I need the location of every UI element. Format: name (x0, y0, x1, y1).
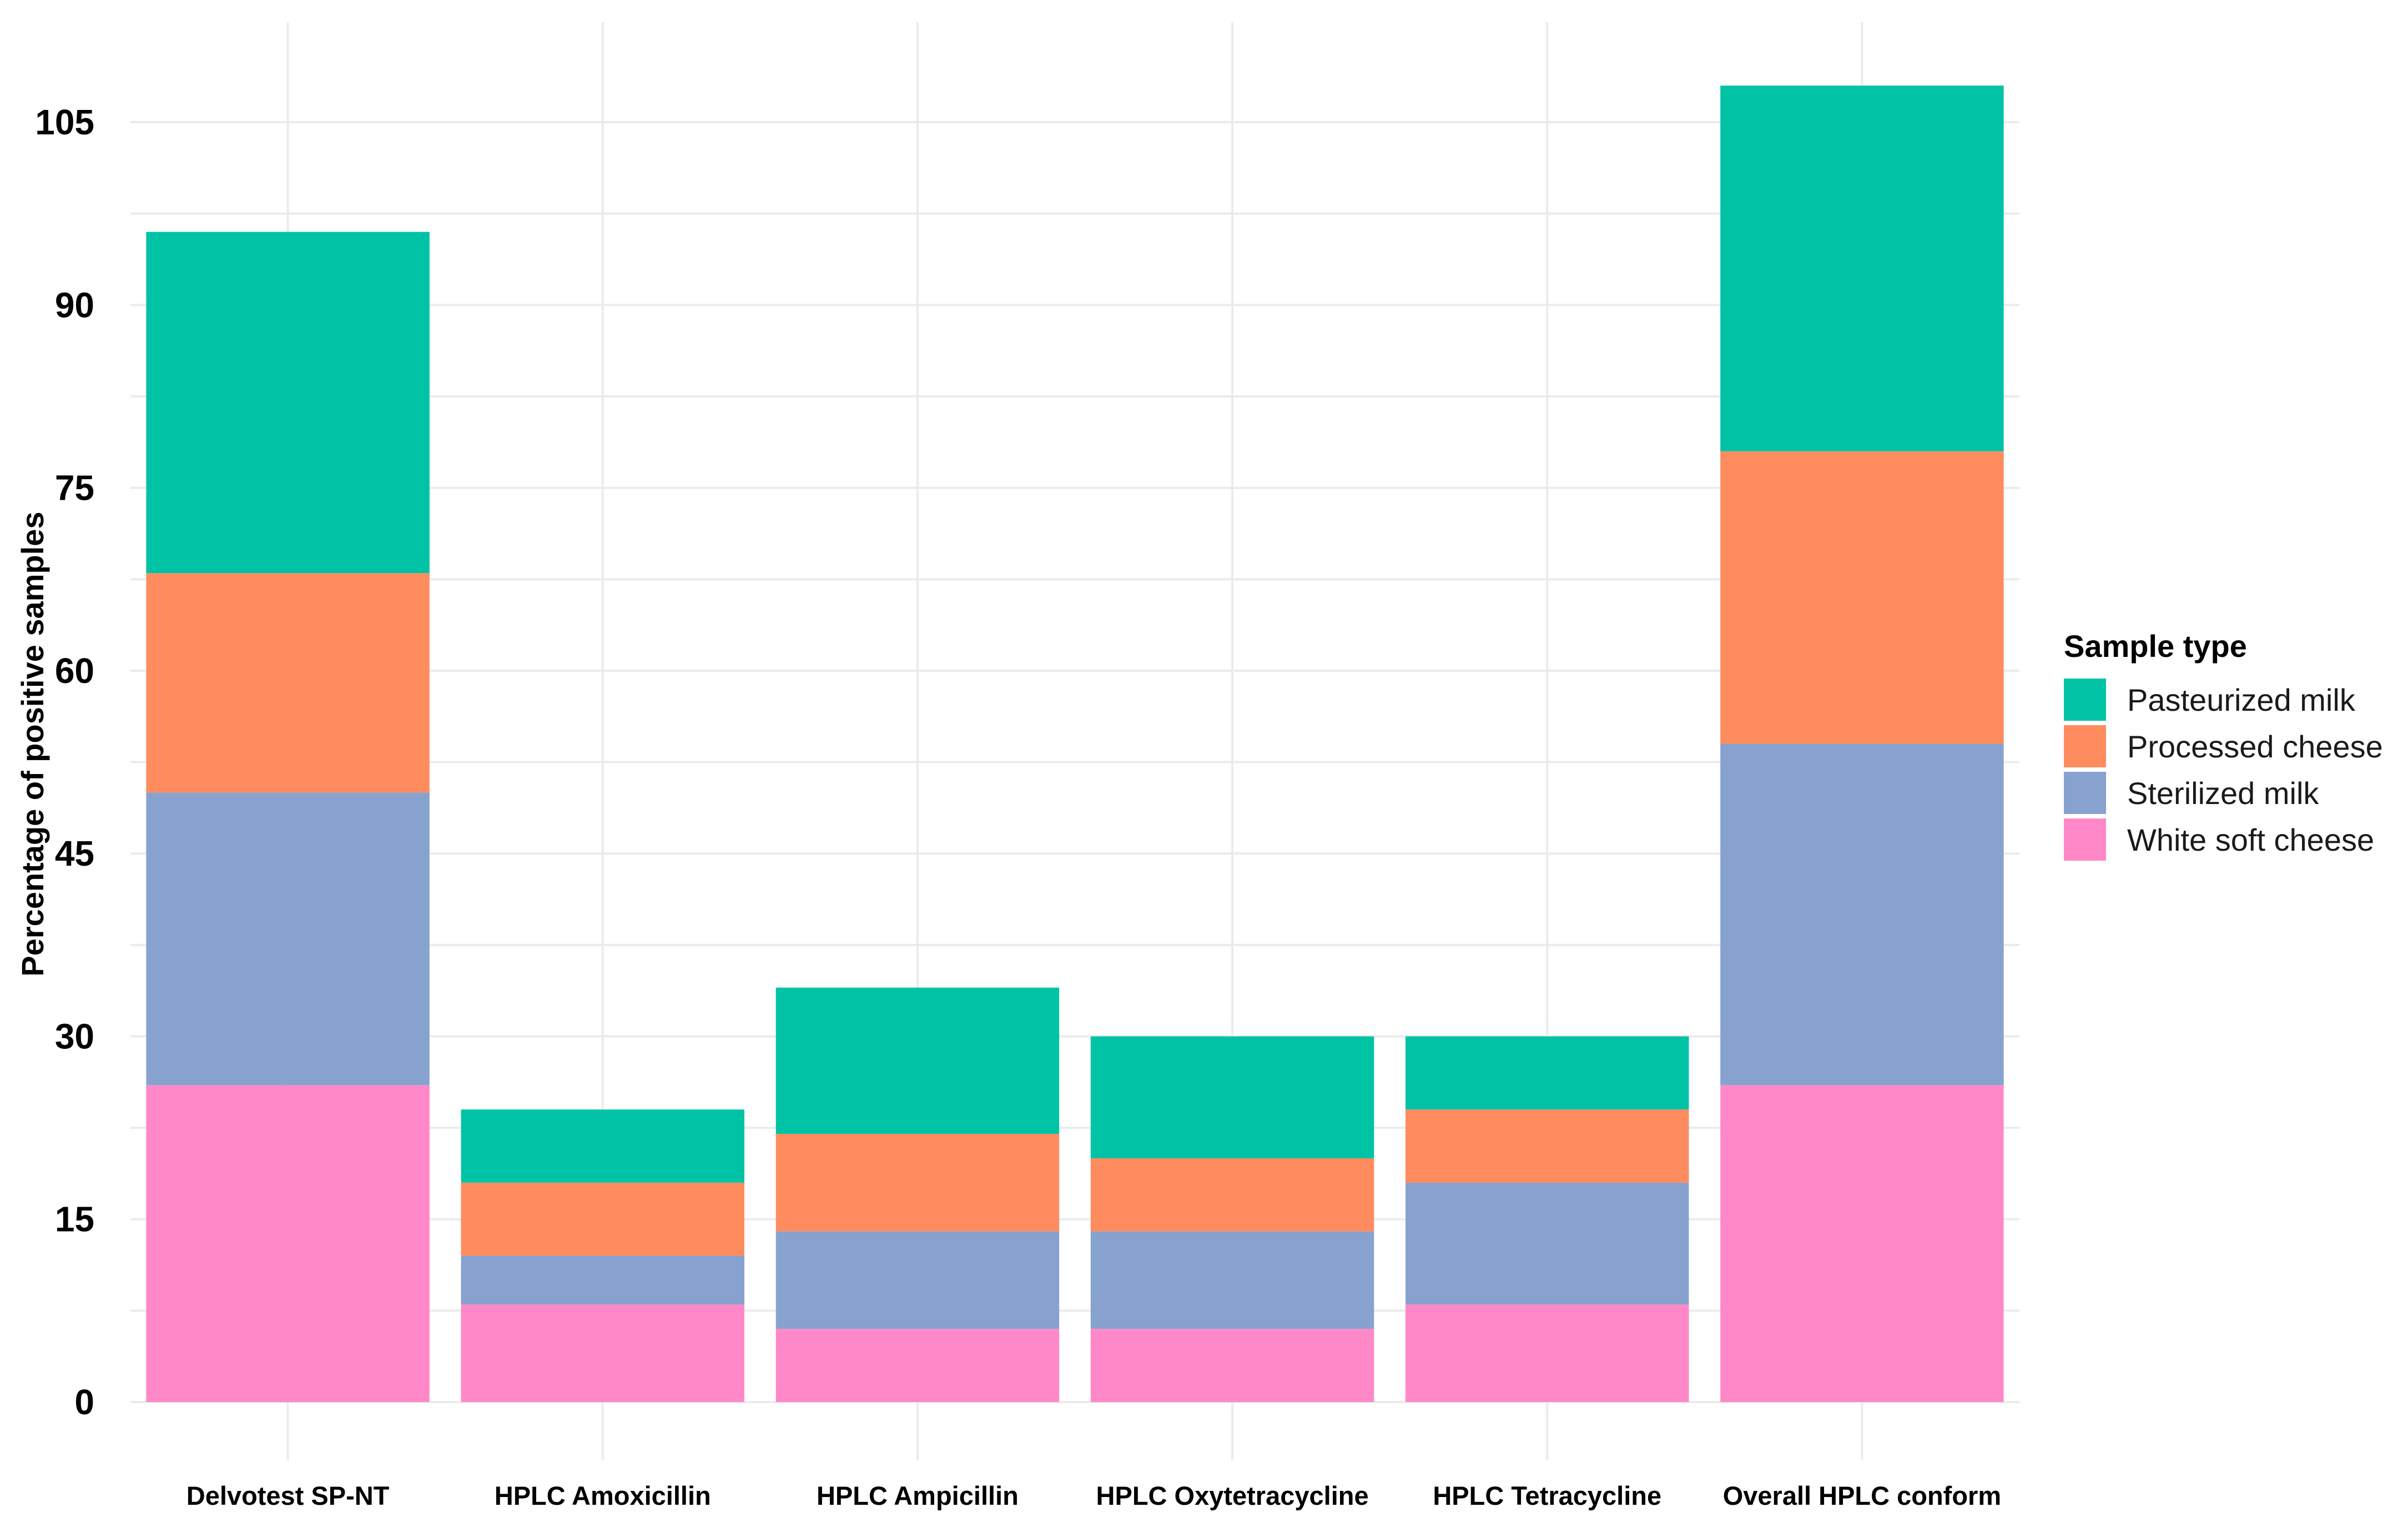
bar-segment-white-soft-cheese: Overall HPLC conform — White soft cheese… (1720, 1085, 2004, 1402)
bar-segment-processed-cheese: Overall HPLC conform — Processed cheese:… (1720, 451, 2004, 744)
y-axis-ticks: 0 15 30 45 60 75 90 105 (35, 102, 94, 1422)
legend: Sample type Pasteurized milk Processed ch… (2064, 629, 2383, 861)
legend-label-processed-cheese: Processed cheese (2127, 729, 2383, 764)
legend-key-processed-cheese (2064, 725, 2106, 767)
legend-title: Sample type (2064, 629, 2247, 664)
legend-key-white-soft-cheese (2064, 818, 2106, 861)
bar-segment-pasteurized-milk: HPLC Tetracycline — Pasteurized milk: 6 (1405, 1036, 1689, 1110)
bar-segment-sterilized-milk: HPLC Oxytetracycline — Sterilized milk: … (1090, 1231, 1374, 1329)
legend-key-pasteurized-milk (2064, 679, 2106, 721)
bar-segment-processed-cheese: Delvotest SP-NT — Processed cheese: 18 (146, 573, 430, 793)
bar-segment-sterilized-milk: HPLC Tetracycline — Sterilized milk: 10 (1405, 1182, 1689, 1305)
bar-segment-processed-cheese: HPLC Tetracycline — Processed cheese: 6 (1405, 1109, 1689, 1183)
legend-label-pasteurized-milk: Pasteurized milk (2127, 682, 2356, 717)
y-tick-label: 15 (55, 1199, 94, 1239)
y-tick-label: 45 (55, 833, 94, 873)
bar-segment-sterilized-milk: HPLC Amoxicillin — Sterilized milk: 4 (461, 1255, 744, 1305)
y-tick-label: 90 (55, 285, 94, 325)
x-tick-label: Delvotest SP-NT (187, 1481, 390, 1510)
bar-segment-pasteurized-milk: HPLC Amoxicillin — Pasteurized milk: 6 (461, 1109, 744, 1183)
bar-segment-sterilized-milk: Overall HPLC conform — Sterilized milk: … (1720, 744, 2004, 1086)
y-tick-label: 105 (35, 102, 94, 142)
legend-label-sterilized-milk: Sterilized milk (2127, 776, 2319, 811)
bar-segment-white-soft-cheese: HPLC Tetracycline — White soft cheese: 8 (1405, 1304, 1689, 1402)
y-axis-title: Percentage of positive samples (15, 511, 50, 976)
bar-segment-white-soft-cheese: HPLC Oxytetracycline — White soft cheese… (1090, 1329, 1374, 1402)
bar-segment-pasteurized-milk: HPLC Ampicillin — Pasteurized milk: 12 (775, 987, 1060, 1134)
bar-segment-processed-cheese: HPLC Oxytetracycline — Processed cheese:… (1090, 1158, 1374, 1232)
x-axis-ticks: Delvotest SP-NT HPLC Amoxicillin HPLC Ampi… (187, 1481, 2001, 1510)
bar-segment-sterilized-milk: HPLC Ampicillin — Sterilized milk: 8 (775, 1231, 1060, 1329)
x-tick-label: Overall HPLC conform (1723, 1481, 2001, 1510)
bar-segment-processed-cheese: HPLC Amoxicillin — Processed cheese: 6 (461, 1182, 744, 1256)
x-tick-label: HPLC Oxytetracycline (1096, 1481, 1369, 1510)
x-tick-label: HPLC Ampicillin (817, 1481, 1019, 1510)
bar-segment-sterilized-milk: Delvotest SP-NT — Sterilized milk: 24 (146, 792, 430, 1086)
y-tick-label: 30 (55, 1016, 94, 1056)
legend-label-white-soft-cheese: White soft cheese (2127, 822, 2374, 857)
bar-segment-pasteurized-milk: HPLC Oxytetracycline — Pasteurized milk:… (1090, 1036, 1374, 1158)
bar-segment-processed-cheese: HPLC Ampicillin — Processed cheese: 8 (775, 1134, 1060, 1232)
bar-segment-pasteurized-milk: Overall HPLC conform — Pasteurized milk:… (1720, 86, 2004, 451)
y-tick-label: 0 (74, 1382, 94, 1422)
bars: Delvotest SP-NT — White soft cheese: 26D… (146, 86, 2004, 1402)
bar-segment-white-soft-cheese: HPLC Ampicillin — White soft cheese: 6 (775, 1329, 1060, 1402)
x-tick-label: HPLC Amoxicillin (495, 1481, 711, 1510)
bar-segment-pasteurized-milk: Delvotest SP-NT — Pasteurized milk: 28 (146, 232, 430, 574)
bar-segment-white-soft-cheese: HPLC Amoxicillin — White soft cheese: 8 (461, 1304, 744, 1402)
legend-key-sterilized-milk (2064, 772, 2106, 814)
y-tick-label: 75 (55, 468, 94, 508)
x-tick-label: HPLC Tetracycline (1433, 1481, 1661, 1510)
grid (130, 22, 2019, 1460)
bar-segment-white-soft-cheese: Delvotest SP-NT — White soft cheese: 26 (146, 1085, 430, 1402)
y-tick-label: 60 (55, 651, 94, 691)
